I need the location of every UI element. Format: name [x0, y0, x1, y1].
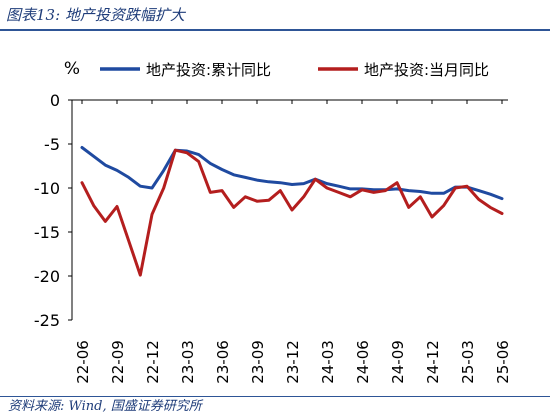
- legend-item-cumulative: 地产投资:累计同比: [100, 61, 271, 79]
- x-tick-label: 23-09: [249, 340, 267, 384]
- y-axis-unit-label: %: [64, 59, 80, 79]
- y-tick-label: -25: [34, 311, 60, 330]
- y-tick-label: -20: [34, 267, 60, 286]
- y-tick-label: -15: [34, 223, 60, 242]
- figure-title: 图表13: 地产投资跌幅扩大: [6, 6, 185, 24]
- figure-source: 资料来源: Wind, 国盛证券研究所: [8, 399, 202, 414]
- x-tick-label: 22-06: [74, 340, 92, 384]
- x-tick-label: 23-03: [179, 340, 197, 384]
- x-tick-label: 25-06: [494, 340, 512, 384]
- x-tick-label: 24-12: [424, 340, 442, 384]
- x-tick-label: 25-03: [459, 340, 477, 384]
- line-chart: % 地产投资:累计同比 地产投资:当月同比 0 -5 -10 -15 -20 -25 22-0…: [34, 59, 512, 384]
- y-tick-label: 0: [50, 91, 60, 110]
- x-tick-label: 22-12: [144, 340, 162, 384]
- x-tick-label: 24-06: [354, 340, 372, 384]
- y-tick-label: -10: [34, 179, 60, 198]
- plot-area: 0 -5 -10 -15 -20 -25 22-06 22-09 22-12 23-03 23-06…: [34, 91, 512, 384]
- x-tick-label: 23-12: [284, 340, 302, 384]
- x-tick-label: 24-03: [319, 340, 337, 384]
- x-tick-label: 23-06: [214, 340, 232, 384]
- legend-label: 地产投资:累计同比: [146, 61, 271, 79]
- monthly-yoy-line: [80, 148, 504, 277]
- title-divider: [0, 29, 550, 31]
- legend-label: 地产投资:当月同比: [364, 61, 489, 79]
- x-tick-label: 22-09: [109, 340, 127, 384]
- legend-item-monthly: 地产投资:当月同比: [318, 61, 489, 79]
- cumulative-yoy-line: [80, 146, 504, 201]
- y-tick-label: -5: [44, 135, 60, 154]
- legend: 地产投资:累计同比 地产投资:当月同比: [100, 61, 489, 79]
- source-divider: [0, 396, 550, 397]
- x-tick-label: 24-09: [389, 340, 407, 384]
